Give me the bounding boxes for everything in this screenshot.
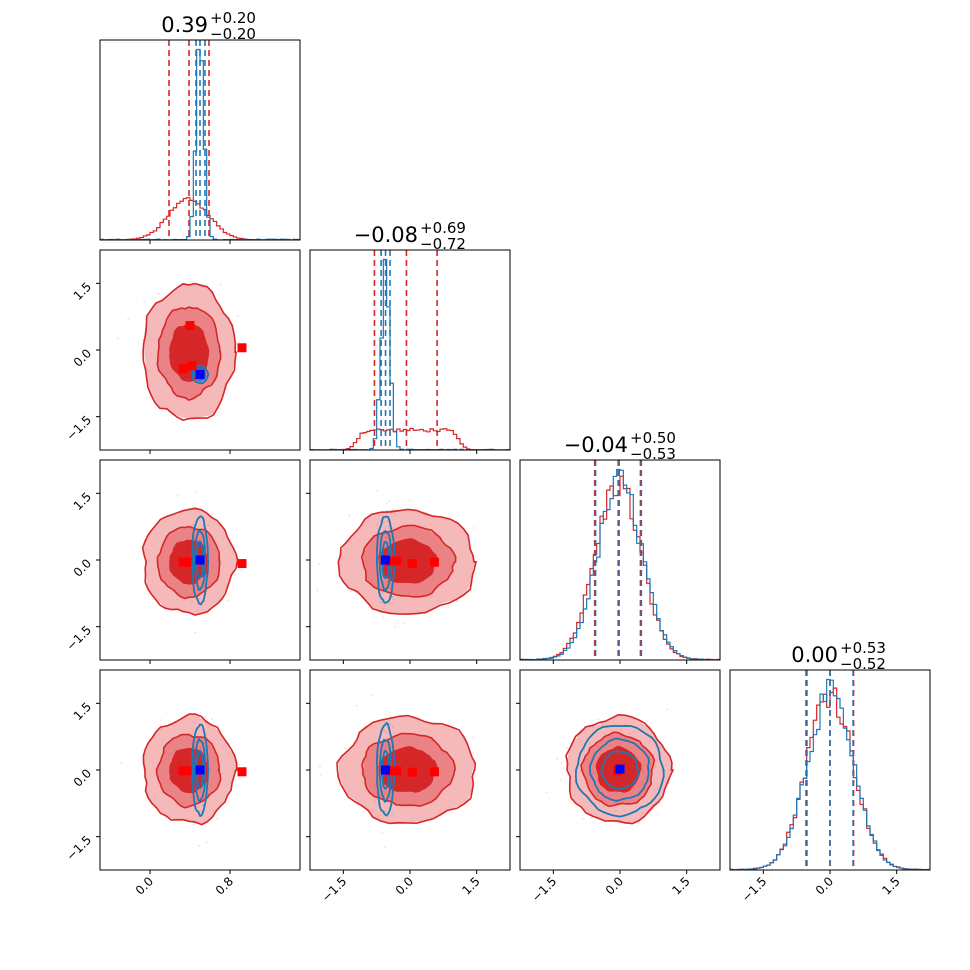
panel-title-3: −0.04 +0.50−0.53 — [564, 429, 676, 463]
contour-blue-1 — [376, 721, 396, 817]
x-tick-label: 1.5 — [669, 874, 692, 897]
contour-red-1 — [142, 713, 238, 826]
marker-red — [185, 321, 195, 331]
y-tick-label: 0.0 — [71, 766, 94, 789]
histogram-panel-2 — [310, 250, 510, 450]
title-lower-error: −0.53 — [630, 445, 676, 463]
title-lower-error: −0.52 — [840, 655, 886, 673]
contour-red-1 — [565, 713, 675, 825]
contour-blue-2 — [378, 529, 393, 592]
y-tick-label: −1.5 — [64, 833, 95, 864]
contour-blue-1 — [191, 515, 210, 606]
marker-red — [429, 557, 439, 567]
x-tick-label: 1.5 — [459, 874, 482, 897]
marker-red — [429, 767, 439, 777]
marker-red — [237, 559, 247, 569]
contour-red-1 — [336, 714, 477, 825]
panel-title-1: 0.39 +0.20−0.20 — [161, 9, 256, 43]
contour-blue-2 — [193, 737, 207, 803]
marker-red — [392, 766, 402, 776]
y-tick-label: 1.5 — [71, 700, 94, 723]
marker-blue — [195, 765, 205, 775]
marker-red — [237, 343, 247, 353]
marker-blue — [381, 765, 391, 775]
hist-step-blue — [730, 678, 930, 870]
contour-blue-1 — [191, 723, 210, 817]
contour-red-1 — [141, 507, 239, 616]
y-tick-label: 0.0 — [71, 556, 94, 579]
marker-red — [392, 556, 402, 566]
hist-step-blue — [520, 468, 720, 660]
x-tick-label: 1.5 — [879, 874, 902, 897]
marker-red — [407, 767, 417, 777]
panel-frame — [99, 39, 301, 241]
marker-red — [182, 557, 192, 567]
y-tick-label: 1.5 — [71, 280, 94, 303]
title-median: −0.04 — [564, 433, 628, 457]
contour-red-2 — [360, 524, 457, 598]
marker-blue — [615, 764, 625, 774]
marker-blue — [381, 555, 391, 565]
x-tick-label: −1.5 — [319, 874, 350, 905]
contour-red-2 — [156, 525, 221, 600]
marker-blue — [195, 555, 205, 565]
contour-blue-1 — [375, 515, 396, 604]
contour-red-2 — [156, 306, 222, 401]
hist-step-red — [310, 427, 510, 450]
contour-red-2 — [155, 733, 222, 809]
hist-step-red — [520, 475, 720, 660]
contour-red-1 — [142, 282, 238, 421]
scatter-panel-3-1 — [141, 491, 243, 634]
title-lower-error: −0.72 — [420, 235, 466, 253]
scatter-panel-4-3 — [545, 708, 675, 825]
histogram-panel-3 — [520, 460, 720, 660]
hist-step-blue — [310, 258, 510, 450]
contour-blue-2 — [193, 529, 207, 591]
contour-blue-2 — [589, 737, 650, 802]
scatter-panel-2-1 — [116, 282, 239, 421]
x-tick-label: 0.0 — [603, 874, 626, 897]
contour-blue-1 — [191, 364, 210, 385]
contour-blue-2 — [193, 367, 207, 382]
contour-red-2 — [580, 731, 656, 808]
scatter-panel-4-1 — [120, 713, 241, 847]
title-upper-error: +0.53 — [840, 639, 886, 657]
y-tick-label: −1.5 — [64, 413, 95, 444]
x-tick-label: 0.0 — [133, 874, 156, 897]
title-lower-error: −0.20 — [210, 25, 256, 43]
contour-blue-2 — [378, 738, 393, 803]
title-upper-error: +0.69 — [420, 219, 466, 237]
panel-title-4: 0.00 +0.53−0.52 — [791, 639, 886, 673]
x-tick-label: 0.8 — [213, 874, 236, 897]
contour-blue-3 — [600, 750, 640, 791]
x-tick-label: 0.0 — [813, 874, 836, 897]
contour-red-3 — [595, 745, 642, 793]
x-tick-label: 0.0 — [393, 874, 416, 897]
title-upper-error: +0.20 — [210, 9, 256, 27]
title-upper-error: +0.50 — [630, 429, 676, 447]
panel-title-2: −0.08 +0.69−0.72 — [354, 219, 466, 253]
x-tick-label: −1.5 — [739, 874, 770, 905]
panel-frame — [309, 249, 511, 451]
contour-blue-1 — [574, 724, 665, 818]
title-median: 0.39 — [161, 13, 208, 37]
marker-red — [182, 766, 192, 776]
marker-red — [187, 361, 197, 371]
y-tick-label: 1.5 — [71, 490, 94, 513]
marker-red — [237, 767, 247, 777]
marker-red — [178, 364, 188, 374]
scatter-panel-4-2 — [319, 694, 477, 848]
contour-red-2 — [361, 732, 456, 807]
contour-red-1 — [337, 508, 477, 615]
histogram-panel-4 — [730, 670, 930, 870]
y-tick-label: 0.0 — [71, 346, 94, 369]
title-median: −0.08 — [354, 223, 418, 247]
histogram-panel-1 — [100, 40, 300, 240]
title-median: 0.00 — [791, 643, 838, 667]
x-tick-label: −1.5 — [529, 874, 560, 905]
marker-blue — [195, 369, 205, 379]
y-tick-label: −1.5 — [64, 623, 95, 654]
marker-red — [407, 559, 417, 569]
